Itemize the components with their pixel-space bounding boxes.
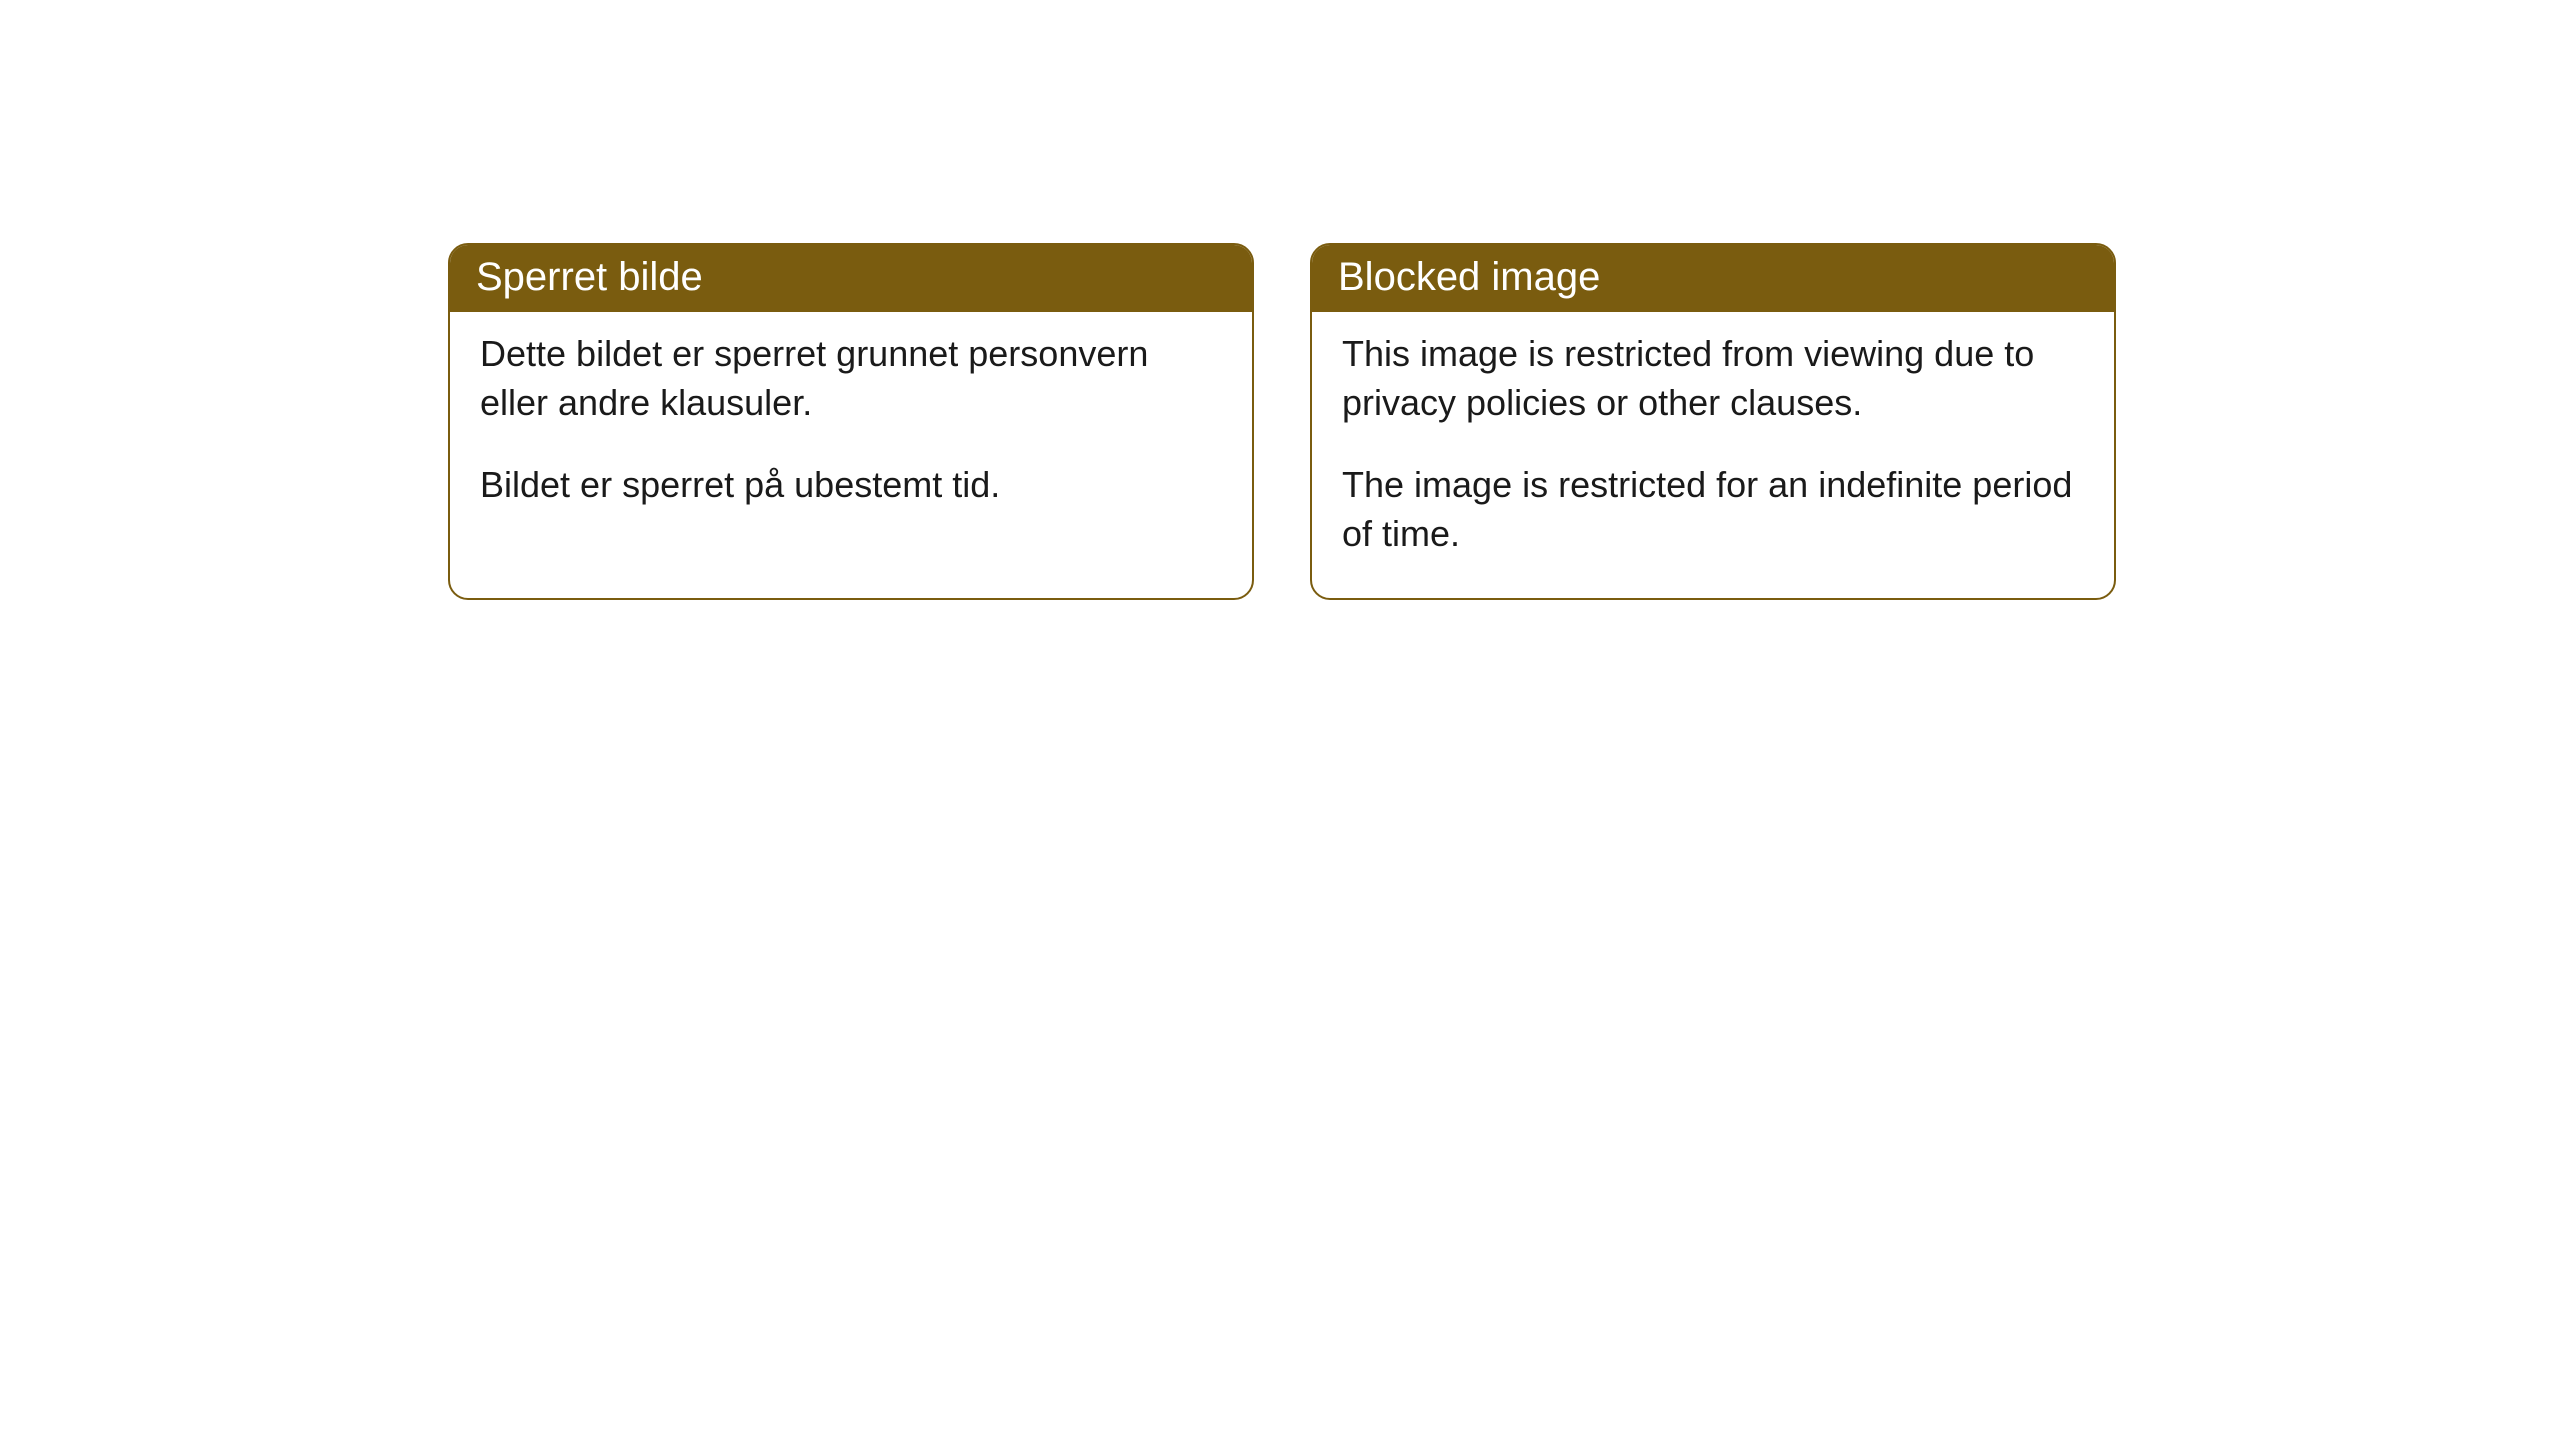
- card-paragraph-2: The image is restricted for an indefinit…: [1342, 461, 2084, 558]
- blocked-image-card-english: Blocked image This image is restricted f…: [1310, 243, 2116, 600]
- card-paragraph-1: Dette bildet er sperret grunnet personve…: [480, 330, 1222, 427]
- cards-container: Sperret bilde Dette bildet er sperret gr…: [448, 243, 2116, 600]
- card-header: Sperret bilde: [450, 245, 1252, 312]
- card-body: This image is restricted from viewing du…: [1312, 312, 2114, 598]
- card-body: Dette bildet er sperret grunnet personve…: [450, 312, 1252, 550]
- card-header: Blocked image: [1312, 245, 2114, 312]
- card-paragraph-2: Bildet er sperret på ubestemt tid.: [480, 461, 1222, 510]
- blocked-image-card-norwegian: Sperret bilde Dette bildet er sperret gr…: [448, 243, 1254, 600]
- card-paragraph-1: This image is restricted from viewing du…: [1342, 330, 2084, 427]
